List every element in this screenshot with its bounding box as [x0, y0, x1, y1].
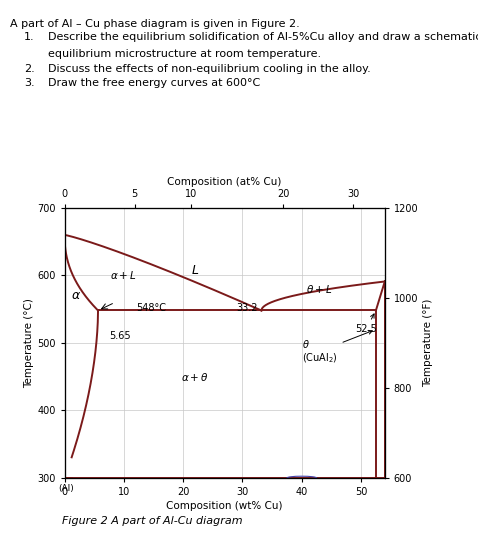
Text: 3.: 3.: [24, 78, 34, 89]
Text: 548°C: 548°C: [136, 302, 166, 313]
Y-axis label: Temperature (°C): Temperature (°C): [24, 298, 34, 388]
Text: $\theta$
(CuAl$_2$): $\theta$ (CuAl$_2$): [302, 330, 372, 365]
Text: Discuss the effects of non-equilibrium cooling in the alloy.: Discuss the effects of non-equilibrium c…: [48, 64, 370, 74]
Text: $\alpha + L$: $\alpha + L$: [110, 269, 137, 281]
Text: 1.: 1.: [24, 32, 34, 43]
Text: equilibrium microstructure at room temperature.: equilibrium microstructure at room tempe…: [48, 49, 321, 59]
Text: Draw the free energy curves at 600°C: Draw the free energy curves at 600°C: [48, 78, 260, 89]
Text: 33.2: 33.2: [237, 302, 258, 313]
Text: $\theta + L$: $\theta + L$: [306, 283, 333, 295]
Text: 2.: 2.: [24, 64, 34, 74]
Text: (Al): (Al): [59, 484, 75, 493]
Text: $\alpha + \theta$: $\alpha + \theta$: [181, 370, 209, 383]
Text: Describe the equilibrium solidification of Al-5%Cu alloy and draw a schematic: Describe the equilibrium solidification …: [48, 32, 478, 43]
X-axis label: Composition (wt% Cu): Composition (wt% Cu): [166, 501, 283, 511]
Text: A part of Al – Cu phase diagram is given in Figure 2.: A part of Al – Cu phase diagram is given…: [10, 19, 299, 29]
Text: $L$: $L$: [191, 264, 199, 276]
Text: 52.5: 52.5: [355, 314, 377, 334]
Text: 5.65: 5.65: [109, 331, 130, 341]
Y-axis label: Temperature (°F): Temperature (°F): [423, 299, 433, 387]
Text: $\alpha$: $\alpha$: [71, 289, 81, 302]
X-axis label: Composition (at% Cu): Composition (at% Cu): [167, 177, 282, 187]
Text: Figure 2 A part of Al-Cu diagram: Figure 2 A part of Al-Cu diagram: [62, 516, 243, 526]
